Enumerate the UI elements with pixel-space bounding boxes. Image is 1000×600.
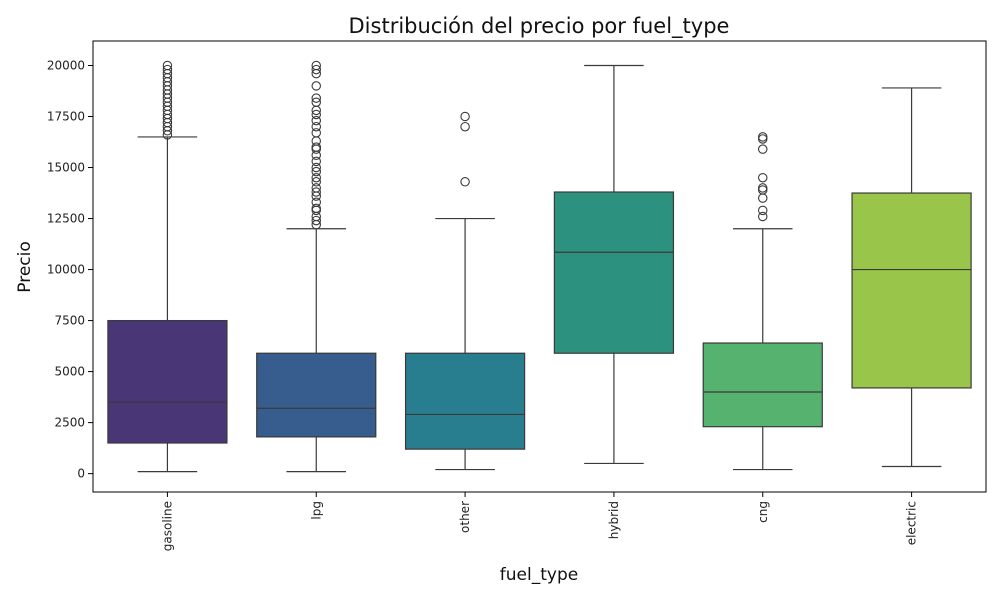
box-group-hybrid	[553, 64, 675, 465]
box-iqr	[107, 319, 228, 444]
outlier-point	[162, 60, 173, 71]
outlier-point	[162, 64, 173, 75]
outlier-point	[757, 172, 768, 183]
boxplots	[107, 60, 972, 473]
outlier-point	[311, 115, 321, 126]
box-iqr	[851, 192, 972, 389]
box-iqr	[404, 352, 526, 450]
y-tick-label: 2500	[54, 416, 85, 430]
outlier-point	[311, 187, 321, 197]
outlier-point	[757, 132, 768, 142]
outlier-point	[311, 128, 321, 138]
outlier-point	[460, 121, 470, 132]
outlier-point	[311, 166, 321, 177]
outlier-point	[311, 172, 321, 183]
outlier-point	[311, 97, 321, 107]
y-tick-label: 0	[77, 467, 85, 481]
plot-area	[92, 40, 987, 493]
box-group-electric	[851, 87, 972, 468]
y-tick-label: 15000	[47, 161, 85, 175]
y-tick-label: 5000	[54, 365, 85, 379]
y-tick-label: 12500	[47, 212, 85, 226]
box-group-other	[404, 111, 526, 471]
y-axis-label: Precio	[15, 241, 35, 293]
plot-frame	[92, 40, 987, 493]
outlier-point	[311, 183, 321, 193]
outlier-point	[460, 177, 470, 187]
outlier-point	[311, 203, 321, 214]
outlier-point	[311, 81, 321, 91]
y-tick-label: 7500	[54, 314, 85, 328]
x-tick-label: hybrid	[607, 501, 621, 539]
outlier-point	[311, 156, 321, 167]
outlier-point	[757, 193, 768, 203]
x-axis: gasoline lpg other hybrid cng electric	[160, 492, 919, 551]
box-group-cng	[702, 132, 823, 471]
outlier-point	[311, 215, 321, 226]
x-tick-label: electric	[905, 501, 919, 545]
outlier-point	[311, 64, 321, 75]
chart-title: Distribución del precio por fuel_type	[349, 14, 730, 39]
outlier-point	[757, 205, 768, 216]
outlier-point	[757, 183, 768, 193]
outlier-point	[311, 177, 321, 187]
outlier-point	[757, 144, 768, 154]
box-iqr	[256, 352, 377, 438]
x-tick-label: other	[458, 501, 472, 533]
box-iqr	[553, 191, 675, 354]
outlier-point	[311, 197, 321, 207]
box-group-gasoline	[107, 60, 228, 473]
outlier-point	[311, 205, 321, 216]
outlier-point	[311, 109, 321, 120]
outlier-point	[460, 111, 470, 122]
outlier-point	[311, 121, 321, 132]
outlier-point	[757, 185, 768, 195]
outlier-point	[311, 60, 321, 71]
box-group-lpg	[256, 60, 377, 473]
x-tick-label: gasoline	[160, 501, 174, 551]
x-tick-label: cng	[756, 501, 770, 523]
y-tick-label: 20000	[47, 58, 85, 72]
outlier-point	[311, 136, 321, 146]
y-axis: 0 2500 5000 7500 10000 12500 15000 17500 20000	[47, 58, 93, 481]
x-tick-label: lpg	[309, 501, 323, 520]
outlier-point	[757, 211, 768, 222]
y-tick-label: 10000	[47, 263, 85, 277]
outlier-point	[311, 162, 321, 173]
outlier-point	[757, 134, 768, 144]
outlier-point	[311, 144, 321, 154]
outlier-point	[311, 93, 321, 103]
box-iqr	[702, 342, 823, 428]
y-tick-label: 17500	[47, 110, 85, 124]
x-axis-label: fuel_type	[500, 565, 578, 585]
outlier-point	[311, 142, 321, 152]
